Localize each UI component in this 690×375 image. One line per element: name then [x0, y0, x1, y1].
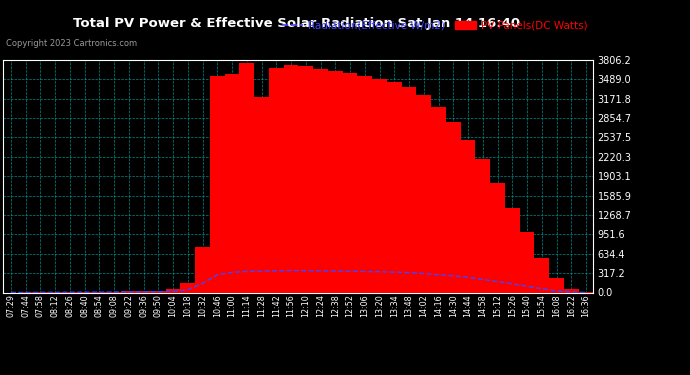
Bar: [313, 69, 328, 292]
Bar: [431, 107, 446, 292]
Bar: [151, 291, 166, 292]
Bar: [564, 288, 579, 292]
Bar: [225, 74, 239, 292]
Bar: [298, 66, 313, 292]
Bar: [446, 122, 461, 292]
Text: Copyright 2023 Cartronics.com: Copyright 2023 Cartronics.com: [6, 39, 137, 48]
Bar: [136, 291, 151, 292]
Bar: [343, 73, 357, 292]
Bar: [387, 82, 402, 292]
Bar: [461, 140, 475, 292]
Bar: [254, 97, 269, 292]
Bar: [210, 76, 225, 292]
Bar: [490, 183, 505, 292]
Bar: [549, 278, 564, 292]
Bar: [357, 76, 372, 292]
Bar: [328, 71, 343, 292]
Bar: [121, 291, 136, 292]
Bar: [416, 94, 431, 292]
Bar: [166, 289, 181, 292]
Bar: [520, 232, 534, 292]
Bar: [534, 258, 549, 292]
Bar: [475, 159, 490, 292]
Bar: [269, 68, 284, 292]
Bar: [372, 79, 387, 292]
Bar: [505, 208, 520, 292]
Bar: [239, 63, 254, 292]
Legend: Radiation(Effective W/m2), PV Panels(DC Watts): Radiation(Effective W/m2), PV Panels(DC …: [277, 16, 592, 35]
Bar: [402, 87, 416, 292]
Text: Total PV Power & Effective Solar Radiation Sat Jan 14 16:40: Total PV Power & Effective Solar Radiati…: [73, 17, 520, 30]
Bar: [181, 283, 195, 292]
Bar: [195, 247, 210, 292]
Bar: [284, 65, 298, 292]
